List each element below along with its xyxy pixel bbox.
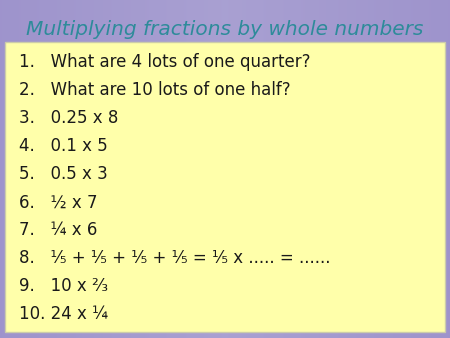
Text: 2.   What are 10 lots of one half?: 2. What are 10 lots of one half? [19,81,291,99]
Text: 7.   ¼ x 6: 7. ¼ x 6 [19,221,97,239]
Text: 9.   10 x ²⁄₃: 9. 10 x ²⁄₃ [19,277,108,295]
Text: 5.   0.5 x 3: 5. 0.5 x 3 [19,165,108,184]
Text: 4.   0.1 x 5: 4. 0.1 x 5 [19,138,108,155]
Text: 3.   0.25 x 8: 3. 0.25 x 8 [19,110,118,127]
FancyBboxPatch shape [5,42,445,332]
Text: 8.   ¹⁄₅ + ¹⁄₅ + ¹⁄₅ + ¹⁄₅ = ¹⁄₅ x ..... = ......: 8. ¹⁄₅ + ¹⁄₅ + ¹⁄₅ + ¹⁄₅ = ¹⁄₅ x ..... =… [19,249,330,267]
Text: 1.   What are 4 lots of one quarter?: 1. What are 4 lots of one quarter? [19,53,310,71]
Text: Multiplying fractions by whole numbers: Multiplying fractions by whole numbers [26,20,424,39]
Text: 6.   ½ x 7: 6. ½ x 7 [19,193,98,211]
Text: 10. 24 x ¼: 10. 24 x ¼ [19,306,108,323]
